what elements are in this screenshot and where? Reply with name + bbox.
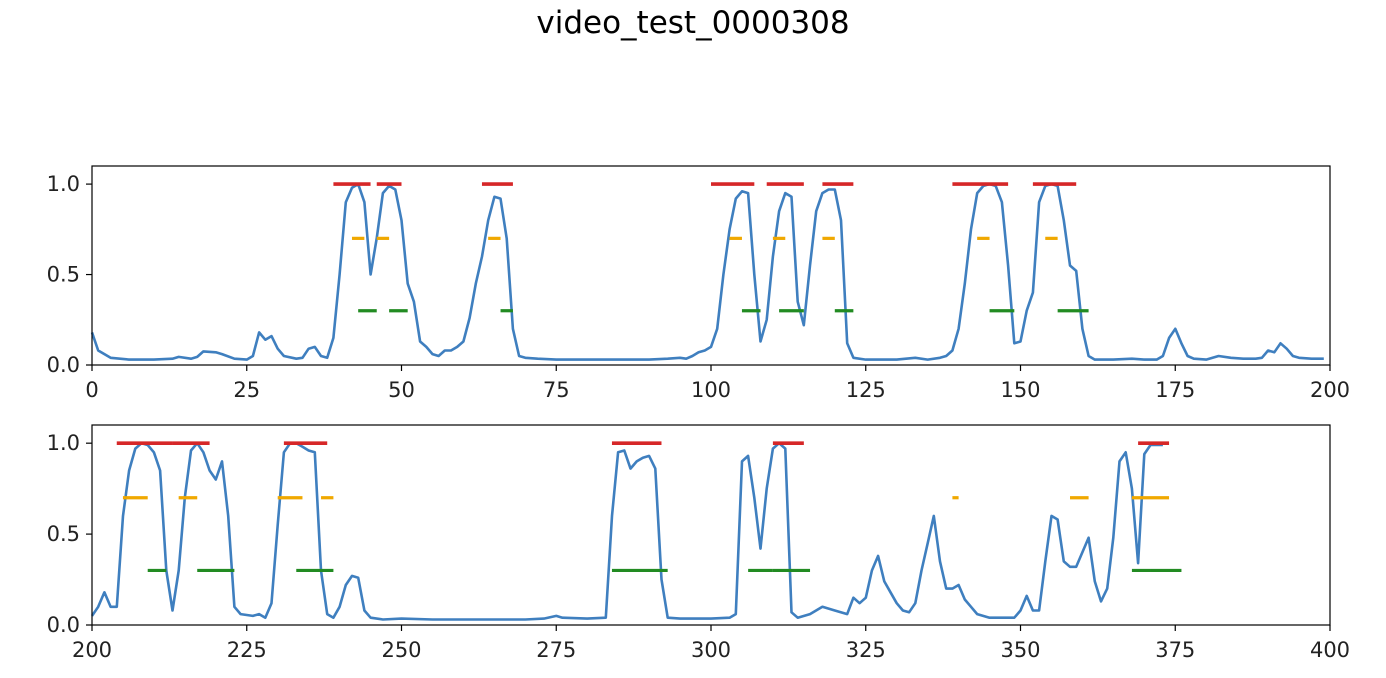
top-subplot: 0 25 50 75 100 125 150 175 200 0.0 0.5 1.0 [47, 165, 1350, 402]
y-tick-label: 0.0 [47, 353, 80, 377]
x-tick-label: 50 [388, 378, 415, 402]
x-tick-label: 400 [1310, 638, 1350, 662]
y-tick-label: 0.5 [47, 522, 80, 546]
x-tick-label: 200 [1310, 378, 1350, 402]
x-tick-label: 275 [536, 638, 576, 662]
x-tick-label: 375 [1155, 638, 1195, 662]
x-tick-label: 300 [691, 638, 731, 662]
signal-line [90, 182, 1324, 361]
y-tick-label: 0.5 [47, 263, 80, 287]
y-tick-label: 1.0 [47, 172, 80, 196]
axes-frame [91, 165, 1331, 366]
x-tick-label: 175 [1155, 378, 1195, 402]
x-tick-label: 125 [846, 378, 886, 402]
bottom-subplot: 200 225 250 275 300 325 350 375 400 0.0 0.5 1.0 [47, 424, 1350, 662]
x-tick-label: 350 [1000, 638, 1040, 662]
signal-line [90, 441, 1163, 621]
figure-title: video_test_0000308 [536, 5, 849, 41]
x-tick-label: 325 [846, 638, 886, 662]
x-tick-label: 150 [1000, 378, 1040, 402]
x-tick-label: 25 [233, 378, 260, 402]
x-tick-label: 225 [227, 638, 267, 662]
x-tick-label: 200 [72, 638, 112, 662]
y-tick-label: 0.0 [47, 613, 80, 637]
x-tick-label: 250 [381, 638, 421, 662]
x-tick-label: 100 [691, 378, 731, 402]
y-tick-label: 1.0 [47, 431, 80, 455]
x-tick-label: 75 [543, 378, 570, 402]
x-tick-label: 0 [85, 378, 98, 402]
